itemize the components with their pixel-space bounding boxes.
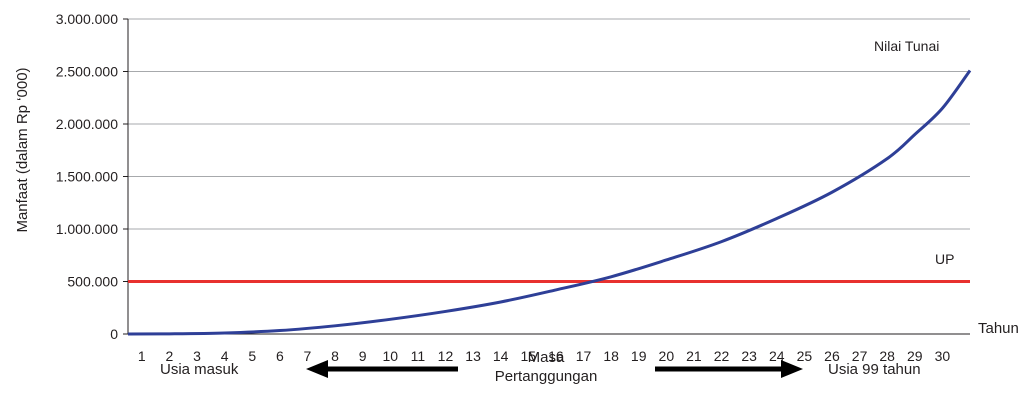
series-line-nilai-tunai <box>127 69 972 336</box>
y-tick-label: 1.500.000 <box>56 169 118 185</box>
y-tick-label: 2.000.000 <box>56 116 118 132</box>
annotation-usia-masuk: Usia masuk <box>160 361 239 378</box>
x-tick-label: 8 <box>331 348 339 364</box>
x-tick-label: 4 <box>221 348 229 364</box>
annotation-usia-99-tahun: Usia 99 tahun <box>828 361 921 378</box>
x-tick-label: 12 <box>438 348 454 364</box>
series-lines <box>127 69 972 336</box>
x-tick-label: 21 <box>686 348 702 364</box>
x-tick-label: 13 <box>465 348 481 364</box>
y-tick-label: 3.000.000 <box>56 11 118 27</box>
x-tick-label: 16 <box>548 348 564 364</box>
annotation-masa: Masa <box>528 349 565 366</box>
x-tick-label: 24 <box>769 348 785 364</box>
x-tick-label: 30 <box>935 348 951 364</box>
x-tick-labels: 1 2 3 4 5 6 7 8 9 10 11 12 13 14 15 16 17 18 19 20 21 22 23 24 2… <box>138 348 950 364</box>
x-tick-label: 5 <box>248 348 256 364</box>
x-tick-label: 11 <box>411 348 426 364</box>
series-label-nilai-tunai: Nilai Tunai <box>874 38 939 54</box>
x-tick-label: 6 <box>276 348 284 364</box>
y-tick-labels: 3.000.000 2.500.000 2.000.000 1.500.000 1.00… <box>56 11 119 342</box>
annotation-pertanggungan: Pertanggungan <box>495 368 598 385</box>
x-tick-label: 17 <box>576 348 592 364</box>
x-tick-label: 22 <box>714 348 730 364</box>
right-arrow <box>655 360 803 378</box>
x-tick-label: 20 <box>659 348 675 364</box>
x-tick-label: 15 <box>521 348 537 364</box>
gridlines <box>128 18 970 282</box>
y-tick-label: 0 <box>110 326 118 342</box>
x-tick-label: 27 <box>852 348 868 364</box>
x-tick-label: 18 <box>603 348 619 364</box>
x-tick-label: 10 <box>382 348 398 364</box>
x-tick-label: 2 <box>166 348 174 364</box>
x-tick-label: 9 <box>359 348 367 364</box>
series-label-up: UP <box>935 251 954 267</box>
left-arrow <box>306 360 458 378</box>
x-tick-label: 28 <box>879 348 895 364</box>
x-tick-label: 23 <box>741 348 757 364</box>
y-tick-label: 2.500.000 <box>56 64 118 80</box>
y-tick-label: 1.000.000 <box>56 221 118 237</box>
y-axis-label: Manfaat (dalam Rp ‘000) <box>14 67 31 232</box>
x-tick-label: 3 <box>193 348 201 364</box>
x-tick-label: 1 <box>138 348 146 364</box>
x-axis-label: Tahun <box>978 320 1019 337</box>
x-tick-label: 19 <box>631 348 647 364</box>
x-tick-label: 25 <box>797 348 813 364</box>
x-tick-label: 29 <box>907 348 923 364</box>
x-tick-label: 26 <box>824 348 840 364</box>
x-tick-label: 14 <box>493 348 509 364</box>
y-tick-label: 500.000 <box>67 274 118 290</box>
x-tick-label: 7 <box>304 348 312 364</box>
